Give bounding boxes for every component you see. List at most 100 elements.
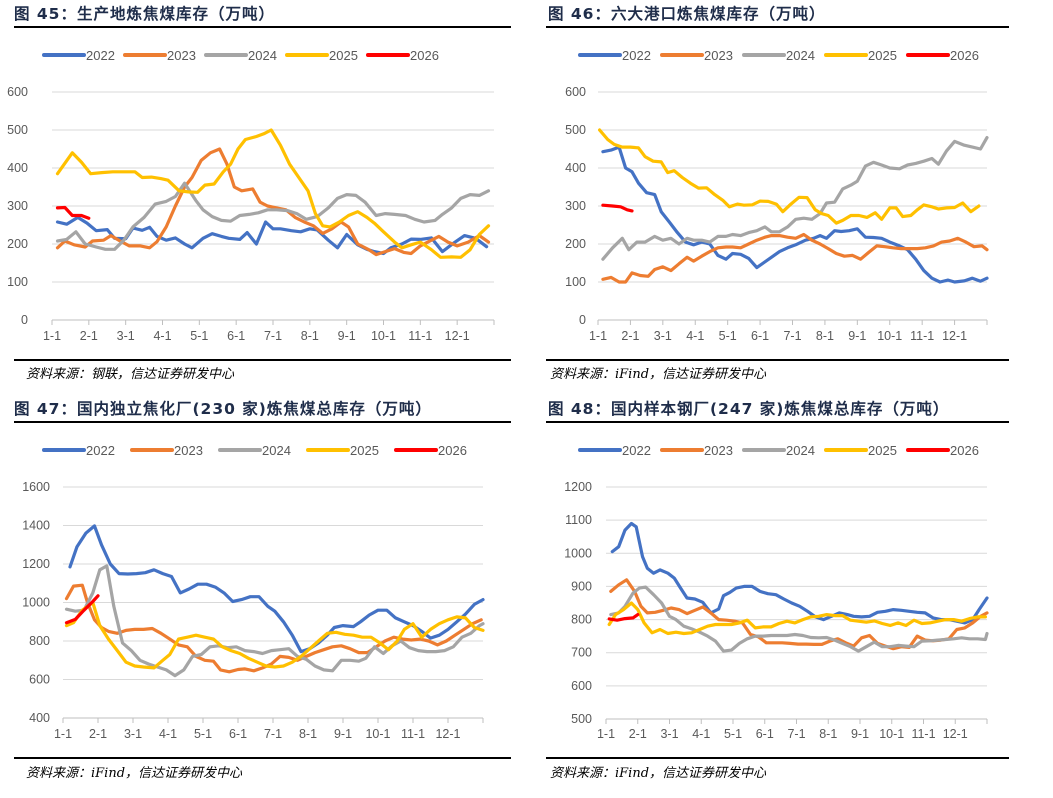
chart-source: 资料来源：钢联，信达证券研发中心 <box>26 367 235 382</box>
x-tick-label: 3-1 <box>117 329 135 343</box>
x-tick-label: 9-1 <box>851 727 869 741</box>
y-tick-label: 600 <box>29 673 50 687</box>
x-tick-label: 4-1 <box>159 727 177 741</box>
legend-label-2023: 2023 <box>174 443 203 458</box>
x-tick-label: 7-1 <box>264 727 282 741</box>
series-line-2023 <box>601 232 989 284</box>
y-tick-label: 500 <box>7 123 28 137</box>
y-tick-label: 200 <box>7 237 28 251</box>
chart-title: 图 47：国内独立焦化厂(230 家)炼焦煤总库存（万吨） <box>14 400 432 418</box>
legend-label-2022: 2022 <box>86 48 115 63</box>
legend-label-2026: 2026 <box>410 48 439 63</box>
x-tick-label: 9-1 <box>338 329 356 343</box>
series-line-2026 <box>64 594 100 625</box>
source-divider <box>546 359 1009 361</box>
legend-label-2023: 2023 <box>704 443 733 458</box>
y-tick-label: 800 <box>29 634 50 648</box>
x-tick-label: 3-1 <box>124 727 142 741</box>
x-tick-label: 3-1 <box>660 727 678 741</box>
x-tick-label: 11-1 <box>910 329 934 343</box>
legend-label-2024: 2024 <box>262 443 291 458</box>
line-chart: 400 600 800 1000 1200 1400 1600 1-1 2-1 3-1 4-1 5-1… <box>22 443 485 741</box>
source-divider <box>546 757 1009 759</box>
x-tick-label: 2-1 <box>621 329 639 343</box>
line-chart: 500 600 700 800 900 1000 1100 1200 1-1 2-1 3-1 4-1 5… <box>564 443 989 741</box>
x-tick-label: 11-1 <box>401 727 425 741</box>
y-tick-label: 0 <box>579 313 586 327</box>
y-tick-label: 400 <box>7 161 28 175</box>
series-line-2022 <box>610 521 989 625</box>
y-tick-label: 200 <box>565 237 586 251</box>
y-tick-label: 300 <box>7 199 28 213</box>
x-tick-label: 4-1 <box>686 329 704 343</box>
chart-source: 资料来源：iFind，信达证券研发中心 <box>550 766 767 781</box>
x-tick-label: 12-1 <box>435 727 460 741</box>
chart-source: 资料来源：iFind，信达证券研发中心 <box>550 367 767 382</box>
y-tick-label: 500 <box>571 712 592 726</box>
y-tick-label: 700 <box>571 646 592 660</box>
legend-label-2022: 2022 <box>622 48 651 63</box>
x-tick-label: 3-1 <box>654 329 672 343</box>
x-tick-label: 5-1 <box>719 329 737 343</box>
x-tick-label: 5-1 <box>724 727 742 741</box>
y-tick-label: 1000 <box>22 596 50 610</box>
x-tick-label: 10-1 <box>371 329 396 343</box>
x-tick-label: 6-1 <box>756 727 774 741</box>
chart-title: 图 45：生产地炼焦煤库存（万吨） <box>14 5 275 23</box>
x-tick-label: 5-1 <box>190 329 208 343</box>
x-tick-label: 2-1 <box>629 727 647 741</box>
x-tick-label: 8-1 <box>819 727 837 741</box>
legend-label-2024: 2024 <box>786 48 815 63</box>
x-tick-label: 6-1 <box>751 329 769 343</box>
x-tick-label: 2-1 <box>89 727 107 741</box>
title-divider <box>546 26 1009 28</box>
legend-label-2023: 2023 <box>704 48 733 63</box>
series-line-2024 <box>601 136 989 261</box>
legend-label-2022: 2022 <box>622 443 651 458</box>
series-line-2022 <box>68 524 485 654</box>
y-tick-label: 900 <box>571 579 592 593</box>
x-tick-label: 1-1 <box>589 329 607 343</box>
series-line-2025 <box>607 601 987 636</box>
source-divider <box>14 359 511 361</box>
x-tick-label: 11-1 <box>408 329 432 343</box>
y-tick-label: 300 <box>565 199 586 213</box>
line-chart: 0 100 200 300 400 500 600 1-1 2-1 3-1 4-1 5-1 6-1 7-1… <box>565 48 989 343</box>
series-line-2025 <box>598 128 981 225</box>
y-tick-label: 500 <box>565 123 586 137</box>
chart-panel-fig47: 图 47：国内独立焦化厂(230 家)炼焦煤总库存（万吨） 400 600 800 1… <box>0 395 520 798</box>
x-tick-label: 8-1 <box>299 727 317 741</box>
series-line-2023 <box>55 147 491 257</box>
y-tick-label: 600 <box>571 679 592 693</box>
x-tick-label: 12-1 <box>942 329 967 343</box>
x-tick-label: 1-1 <box>54 727 72 741</box>
x-tick-label: 2-1 <box>80 329 98 343</box>
source-divider <box>14 757 511 759</box>
y-tick-label: 400 <box>565 161 586 175</box>
legend-label-2024: 2024 <box>248 48 277 63</box>
x-tick-label: 4-1 <box>153 329 171 343</box>
x-tick-label: 9-1 <box>334 727 352 741</box>
y-tick-label: 600 <box>7 85 28 99</box>
x-tick-label: 10-1 <box>879 727 904 741</box>
x-tick-label: 8-1 <box>816 329 834 343</box>
x-tick-label: 10-1 <box>365 727 390 741</box>
series-line-2022 <box>601 145 989 284</box>
x-tick-label: 9-1 <box>848 329 866 343</box>
legend-label-2026: 2026 <box>950 443 979 458</box>
x-tick-label: 12-1 <box>445 329 470 343</box>
x-tick-label: 7-1 <box>264 329 282 343</box>
y-tick-label: 600 <box>565 85 586 99</box>
y-tick-label: 100 <box>565 275 586 289</box>
y-tick-label: 400 <box>29 711 50 725</box>
title-divider <box>14 421 511 423</box>
chart-title: 图 46：六大港口炼焦煤库存（万吨） <box>548 5 826 23</box>
legend-label-2026: 2026 <box>438 443 467 458</box>
legend-label-2023: 2023 <box>167 48 196 63</box>
y-tick-label: 1000 <box>564 546 592 560</box>
legend-label-2025: 2025 <box>350 443 379 458</box>
legend-label-2025: 2025 <box>329 48 358 63</box>
x-tick-label: 6-1 <box>227 329 245 343</box>
chart-panel-fig45: 图 45：生产地炼焦煤库存（万吨） 0 100 200 300 400 500 600 1-1… <box>0 0 520 395</box>
x-tick-label: 11-1 <box>911 727 935 741</box>
